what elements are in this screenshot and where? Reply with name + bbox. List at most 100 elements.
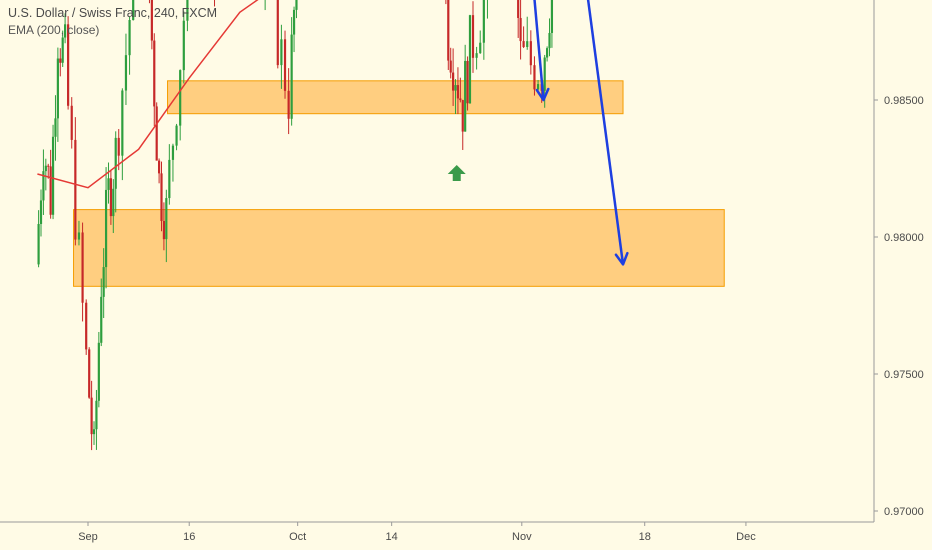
candle-body	[182, 20, 185, 71]
candle-body	[104, 189, 108, 268]
candle-body	[54, 118, 57, 137]
arrows-layer	[447, 0, 629, 266]
price-axis-layer: 1.005001.000000.995000.990000.985000.980…	[874, 95, 924, 518]
y-tick-label-7: 0.97000	[884, 506, 924, 518]
candle-body	[157, 160, 161, 174]
chart-header: U.S. Dollar / Swiss Franc, 240, FXCM EMA…	[8, 6, 217, 37]
candle-body	[44, 165, 47, 172]
candle-body	[67, 24, 70, 106]
candle-body	[517, 0, 520, 18]
candle-body	[112, 188, 115, 217]
candle-body	[97, 342, 100, 401]
candle-body	[454, 85, 457, 91]
candle-body	[280, 39, 283, 66]
candle-body	[482, 0, 485, 43]
candle-body	[456, 85, 460, 99]
candle-body	[88, 349, 91, 398]
candle-body	[114, 137, 117, 189]
candle-body	[548, 32, 551, 49]
candle-body	[466, 60, 469, 104]
candle-body	[468, 15, 472, 104]
zones-layer	[73, 80, 725, 287]
candle-body	[132, 0, 135, 21]
candle-body	[471, 15, 475, 58]
candle-body	[522, 41, 525, 47]
candle-body	[550, 0, 554, 33]
y-tick-label-4: 0.98500	[884, 95, 924, 107]
x-tick-label-6: Dec	[736, 531, 756, 543]
candle-body	[171, 145, 175, 160]
candle-body	[61, 37, 64, 63]
candle-body	[70, 105, 73, 140]
candle-body	[74, 139, 77, 240]
candle-body	[124, 55, 128, 91]
candle-body	[526, 41, 529, 47]
candle-body	[529, 41, 532, 66]
projection-arrow-0	[533, 0, 545, 101]
up-arrow-marker	[447, 164, 466, 181]
candle-body	[81, 232, 84, 303]
candle-body	[90, 397, 93, 435]
candle-body	[117, 137, 120, 156]
candle-body	[475, 53, 478, 58]
candle-body	[519, 17, 522, 42]
candle-body	[121, 90, 124, 156]
price-axis-background	[874, 0, 932, 550]
candles-layer	[37, 0, 554, 451]
candle-body	[449, 60, 452, 73]
candle-body	[102, 267, 105, 297]
time-axis-layer: Sep 16 Oct 14 Nov 18 Dec	[78, 522, 756, 543]
candle-body	[175, 125, 178, 146]
candle-body	[107, 178, 110, 190]
projection-arrow-1	[586, 0, 625, 265]
candle-body	[186, 0, 189, 21]
chart-title: U.S. Dollar / Swiss Franc, 240, FXCM	[8, 6, 218, 20]
candle-body	[276, 0, 279, 66]
ema-layer	[37, 0, 259, 189]
candle-body	[290, 34, 293, 119]
candle-body	[533, 65, 536, 90]
candle-body	[155, 106, 158, 161]
candle-body	[464, 60, 467, 132]
candle-body	[447, 0, 450, 61]
candle-body	[179, 70, 182, 126]
x-tick-label-0: Sep	[78, 531, 98, 543]
candle-body	[160, 173, 163, 222]
candle-body	[85, 302, 88, 350]
candle-body	[49, 166, 52, 215]
candle-body	[292, 9, 296, 35]
candle-body	[39, 200, 43, 224]
candle-body	[56, 58, 59, 119]
candle-body	[546, 48, 549, 58]
projection-arrow-head-1	[614, 251, 629, 266]
candle-body	[459, 98, 462, 101]
y-tick-label-6: 0.97500	[884, 369, 924, 381]
x-tick-label-4: Nov	[512, 531, 532, 543]
candle-body	[77, 232, 81, 240]
candle-body	[162, 221, 166, 240]
candle-body	[479, 42, 482, 54]
x-tick-label-5: 18	[639, 531, 651, 543]
candle-body	[47, 165, 50, 167]
candle-body	[153, 40, 156, 107]
y-tick-label-5: 0.98000	[884, 232, 924, 244]
candle-body	[92, 429, 96, 435]
candle-body	[42, 171, 45, 201]
candle-body	[461, 100, 464, 132]
candle-body	[536, 84, 540, 90]
support-zone-2	[73, 209, 725, 287]
projection-arrow-head-0	[535, 87, 550, 102]
candle-body	[543, 57, 546, 91]
candle-body	[452, 72, 455, 91]
candle-body	[37, 223, 40, 265]
indicator-label: EMA (200, close)	[8, 23, 100, 37]
candle-body	[150, 0, 153, 41]
candle-body	[59, 58, 62, 63]
support-zone-1	[167, 80, 624, 115]
candle-body	[128, 20, 131, 56]
candle-body	[100, 296, 103, 343]
candle-body	[287, 90, 290, 119]
x-tick-label-3: 14	[386, 531, 398, 543]
candle-body	[168, 159, 171, 199]
